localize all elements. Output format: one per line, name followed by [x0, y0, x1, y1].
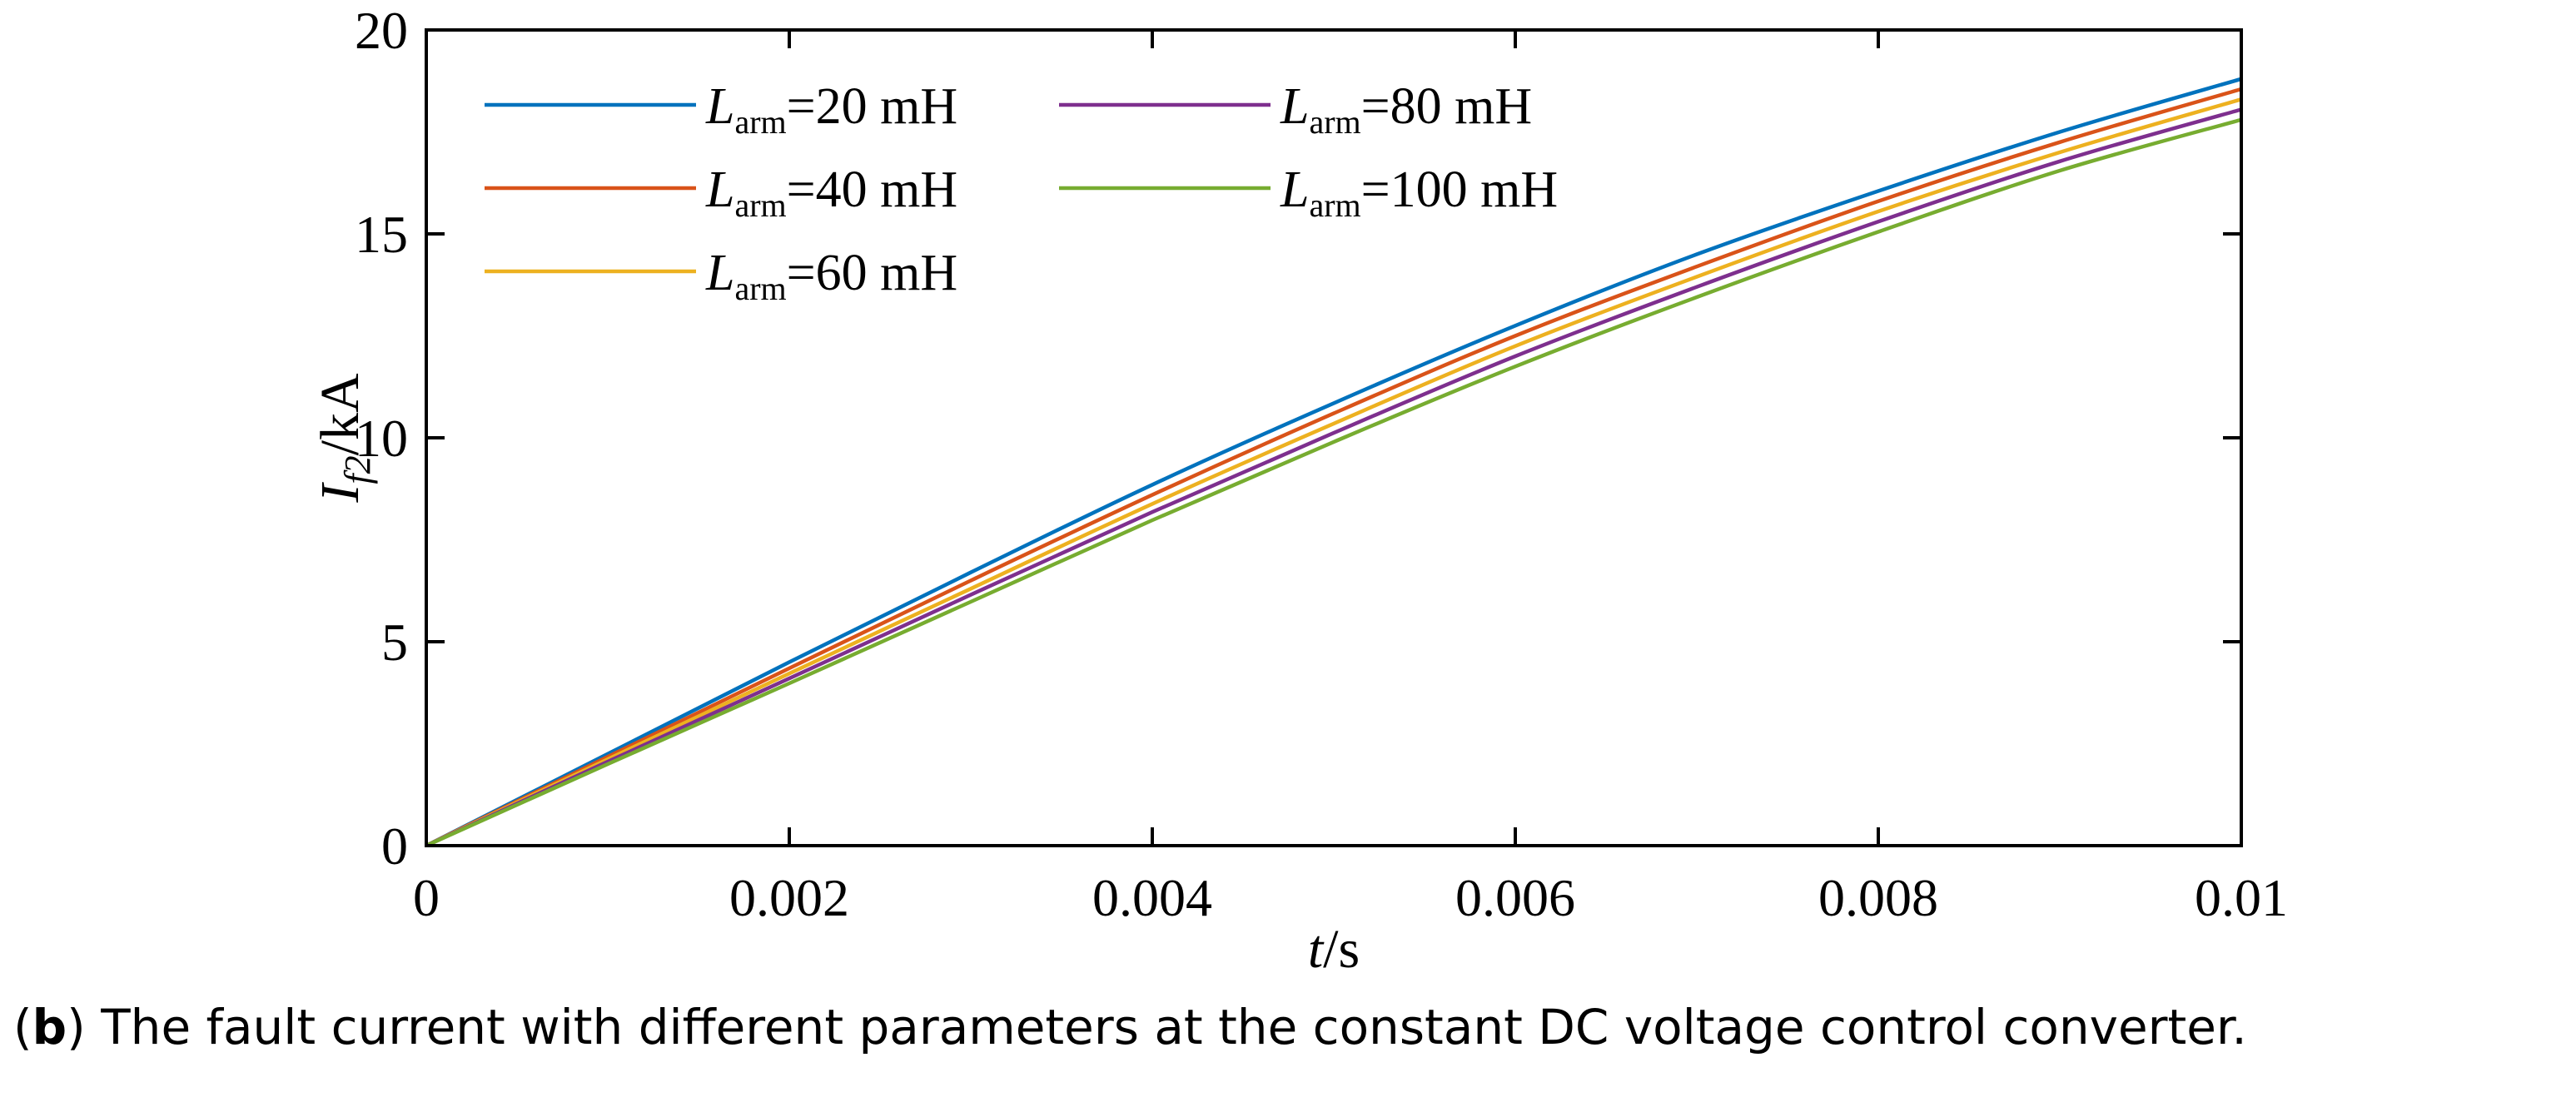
- y-axis-label-sub: f2: [337, 455, 378, 484]
- y-tick-label: 5: [381, 613, 408, 672]
- y-tick-label: 0: [381, 817, 408, 876]
- legend: Larm=20 mH Larm=40 mH Larm=60 mH Larm=80 mH…: [485, 78, 1558, 307]
- x-axis-label: t/s: [1308, 919, 1360, 980]
- series-layer: [425, 77, 2242, 848]
- figure-caption: (b) The fault current with different par…: [13, 999, 2247, 1055]
- x-axis-label-var: t: [1308, 919, 1325, 980]
- caption-text: The fault current with different paramet…: [85, 999, 2247, 1055]
- series-line-2: [425, 87, 2242, 848]
- series-line-4: [425, 107, 2242, 848]
- y-axis-label: If2/kA: [310, 373, 378, 504]
- x-axis: 0 0.002 0.004 0.006 0.008 0.01: [413, 30, 2288, 927]
- series-line-5: [425, 117, 2242, 848]
- x-tick-label: 0.002: [729, 868, 849, 927]
- legend-entry: Larm=40 mH: [705, 161, 957, 224]
- caption-label: b: [32, 999, 67, 1055]
- x-tick-label: 0.008: [1818, 868, 1938, 927]
- x-tick-label: 0.004: [1092, 868, 1212, 927]
- y-axis-label-unit: /kA: [310, 373, 370, 455]
- x-tick-label: 0: [413, 868, 440, 927]
- legend-entry: Larm=20 mH: [705, 78, 957, 141]
- legend-entry: Larm=80 mH: [1280, 78, 1532, 141]
- series-line-1: [425, 77, 2242, 848]
- y-tick-label: 15: [355, 205, 408, 264]
- y-axis-label-var: I: [310, 482, 370, 504]
- series-line-3: [425, 97, 2242, 848]
- y-axis: 0 5 10 15 20: [355, 1, 2241, 876]
- x-tick-label: 0.006: [1455, 868, 1575, 927]
- y-tick-label: 10: [355, 409, 408, 468]
- y-tick-label: 20: [355, 1, 408, 60]
- legend-entry: Larm=100 mH: [1280, 161, 1558, 224]
- chart: 0 0.002 0.004 0.006 0.008 0.01 0 5 10 15 20 Larm=…: [310, 1, 2288, 980]
- x-axis-label-unit: /s: [1323, 919, 1360, 980]
- legend-entry: Larm=60 mH: [705, 245, 957, 307]
- x-tick-label: 0.01: [2195, 868, 2288, 927]
